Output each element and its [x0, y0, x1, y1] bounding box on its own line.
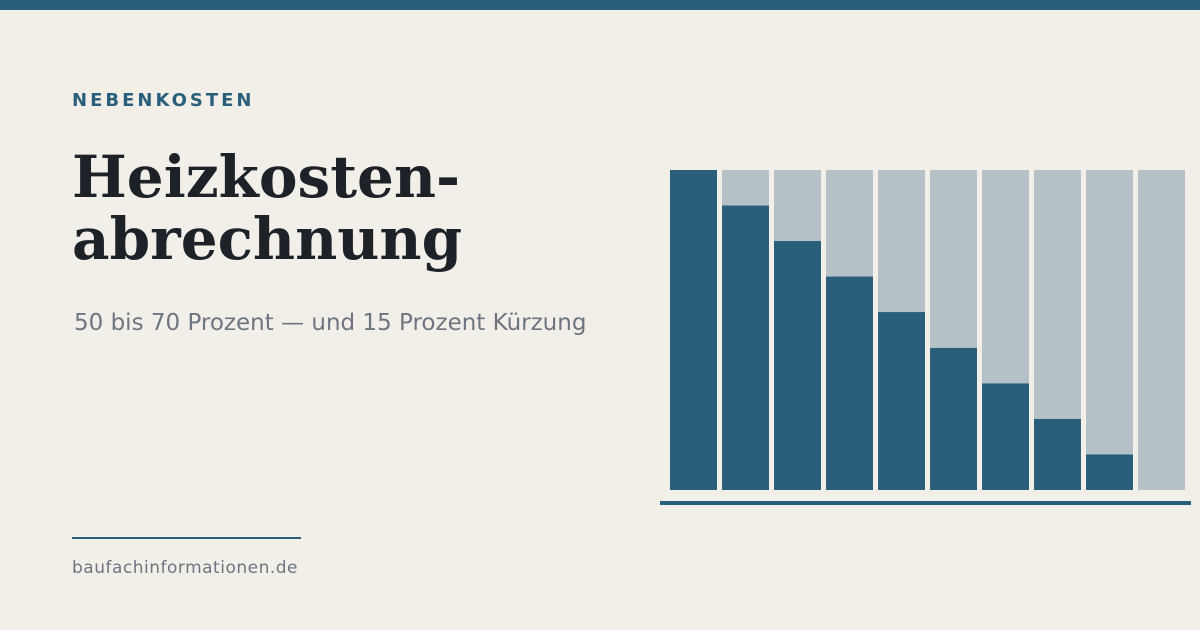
title-line-2: abrechnung: [72, 205, 463, 273]
top-accent-bar: [0, 0, 1200, 10]
bar-track-10: [1138, 170, 1185, 490]
bar-8: [1034, 418, 1081, 490]
bar-7: [982, 383, 1029, 490]
bar-track-9: [1086, 170, 1133, 490]
subtitle: 50 bis 70 Prozent — und 15 Prozent Kürzu…: [74, 310, 587, 336]
chart-baseline: [660, 501, 1191, 505]
bar-2: [722, 205, 769, 490]
bar-9: [1086, 454, 1133, 490]
bar-5: [878, 312, 925, 490]
page-title: Heizkosten- abrechnung: [72, 146, 462, 270]
site-domain: baufachinformationen.de: [72, 558, 299, 578]
category-label: NEBENKOSTEN: [72, 90, 255, 111]
bar-1: [670, 170, 717, 490]
bar-3: [774, 241, 821, 490]
bar-4: [826, 276, 873, 490]
bar-6: [930, 347, 977, 490]
title-line-1: Heizkosten-: [72, 143, 461, 211]
footer-divider: [72, 537, 301, 539]
decorative-bar-chart: [660, 170, 1191, 505]
